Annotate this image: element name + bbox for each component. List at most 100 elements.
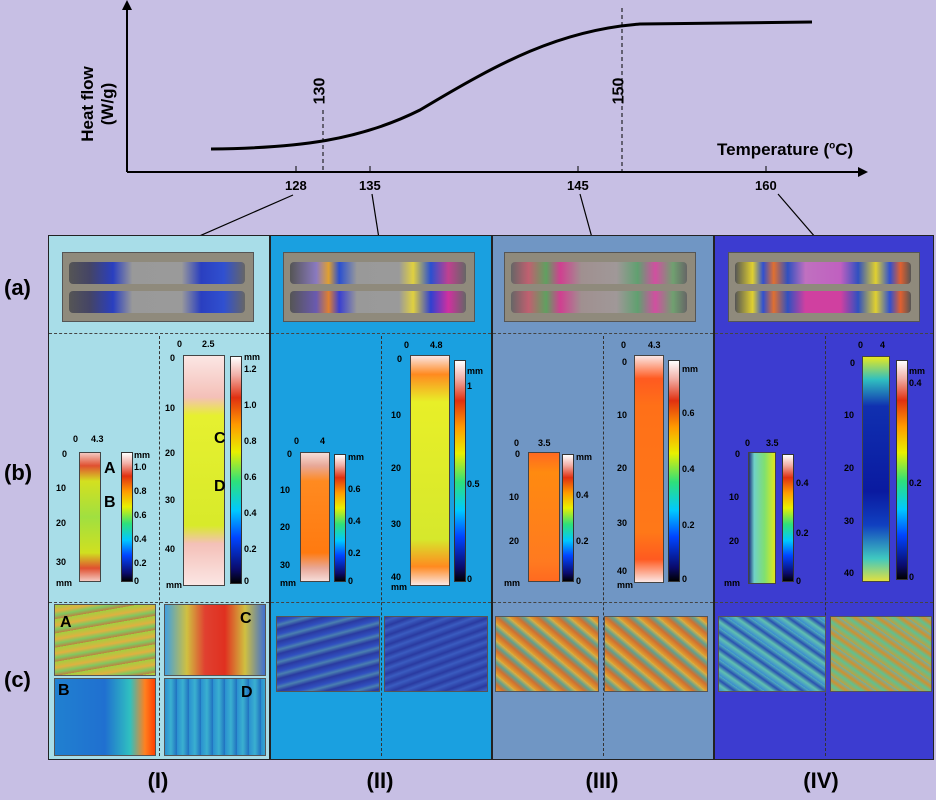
- micrograph-2a: [276, 616, 380, 692]
- colorbar-tick: 1.0: [134, 462, 147, 472]
- column-divider: [381, 336, 382, 756]
- y-tick: 40: [617, 566, 628, 576]
- micro-label-d: D: [241, 684, 253, 701]
- specimen-strip: [511, 262, 687, 284]
- x-tick-label-128: 128: [285, 178, 307, 193]
- width-tick: 3.5: [766, 438, 779, 448]
- unit-label: mm: [280, 578, 297, 588]
- y-tick: 20: [56, 518, 67, 528]
- y-tick: 30: [165, 495, 176, 505]
- arrow-145: [579, 193, 592, 235]
- point-label-b: B: [104, 494, 116, 511]
- y-tick: 30: [844, 516, 855, 526]
- unit-label: mm: [617, 580, 634, 590]
- x-tick-label-135: 135: [359, 178, 381, 193]
- colorbar-tick: 0.2: [682, 520, 695, 530]
- colorbar-unit: mm: [909, 366, 926, 376]
- y-tick: 0: [735, 449, 741, 459]
- micrograph-3a: [495, 616, 599, 692]
- y-tick: 0: [515, 449, 521, 459]
- specimen-strip: [735, 262, 911, 284]
- stage-label-3: (III): [585, 768, 619, 793]
- micrograph-b: [54, 678, 156, 756]
- point-label-c: C: [214, 430, 226, 447]
- specimen-strip: [735, 291, 911, 313]
- colorbar-3a: [562, 454, 574, 582]
- arrow-128: [200, 194, 294, 235]
- width-tick-0: 0: [294, 436, 300, 446]
- colorbar-1b: [230, 356, 242, 584]
- micro-label-a: A: [60, 614, 72, 631]
- x-tick-label-160: 160: [755, 178, 777, 193]
- micro-label-c: C: [240, 610, 252, 627]
- arrow-160: [777, 193, 815, 235]
- y-tick: 20: [391, 463, 402, 473]
- y-tick: 30: [617, 518, 628, 528]
- row-divider: [715, 602, 933, 603]
- x-tick-label-145: 145: [567, 178, 589, 193]
- colorbar-tick: 0.2: [909, 478, 922, 488]
- colorbar-tick: 0: [909, 572, 915, 582]
- specimen-photo-3: [504, 252, 696, 322]
- y-tick: 20: [165, 448, 176, 458]
- colorbar-unit: mm: [467, 366, 484, 376]
- unit-label: mm: [391, 582, 408, 592]
- dic-map-2b: [410, 355, 450, 586]
- width-tick: 3.5: [538, 438, 551, 448]
- column-divider: [159, 336, 160, 756]
- stage-label-2: (II): [366, 768, 394, 793]
- width-tick: 4: [320, 436, 326, 446]
- row-divider: [271, 333, 491, 334]
- colorbar-tick: 0.4: [134, 534, 147, 544]
- dic-map-2a: [300, 452, 330, 582]
- colorbar-tick: 0.5: [467, 479, 480, 489]
- micrograph-4a: [718, 616, 826, 692]
- row-label-a: (a): [4, 275, 31, 300]
- marker-130-label: 130: [311, 77, 329, 105]
- unit-label: mm: [166, 580, 183, 590]
- y-tick: 20: [509, 536, 520, 546]
- row-divider: [493, 333, 713, 334]
- specimen-photo-1: [62, 252, 254, 322]
- dsc-plot: [122, 0, 868, 235]
- y-tick: 20: [844, 463, 855, 473]
- colorbar-unit: mm: [576, 452, 593, 462]
- colorbar-tick: 1.2: [244, 364, 257, 374]
- specimen-strip: [511, 291, 687, 313]
- y-tick: 40: [165, 544, 176, 554]
- width-tick-0: 0: [404, 340, 410, 350]
- dic-map-1a: [79, 452, 101, 582]
- point-label-a: A: [104, 460, 116, 477]
- micrograph-2b: [384, 616, 488, 692]
- colorbar-tick: 0.4: [909, 378, 922, 388]
- micrograph-a: [54, 604, 156, 676]
- y-tick: 0: [170, 353, 176, 363]
- specimen-strip: [69, 291, 245, 313]
- y-tick: 20: [617, 463, 628, 473]
- colorbar-3b: [668, 360, 680, 582]
- colorbar-unit: mm: [244, 352, 261, 362]
- row-divider: [49, 333, 269, 334]
- micrograph-3b: [604, 616, 708, 692]
- y-tick: 10: [617, 410, 628, 420]
- colorbar-tick: 0.2: [134, 558, 147, 568]
- y-tick: 0: [622, 357, 628, 367]
- dic-map-4b: [862, 356, 890, 582]
- y-tick: 10: [56, 483, 67, 493]
- width-tick: 2.5: [202, 339, 215, 349]
- colorbar-tick: 0.2: [576, 536, 589, 546]
- column-divider: [825, 336, 826, 756]
- micrograph-d: [164, 678, 266, 756]
- micrograph-c: [164, 604, 266, 676]
- x-axis-arrow: [858, 167, 868, 177]
- arrow-135: [371, 193, 380, 235]
- y-tick: 0: [850, 358, 856, 368]
- specimen-photo-2: [283, 252, 475, 322]
- x-axis-label-text: Temperature (: [717, 140, 830, 159]
- colorbar-4b: [896, 360, 908, 580]
- specimen-strip: [290, 262, 466, 284]
- colorbar-2b: [454, 360, 466, 582]
- unit-label: mm: [56, 578, 73, 588]
- y-tick: 40: [844, 568, 855, 578]
- row-label-c: (c): [4, 667, 31, 692]
